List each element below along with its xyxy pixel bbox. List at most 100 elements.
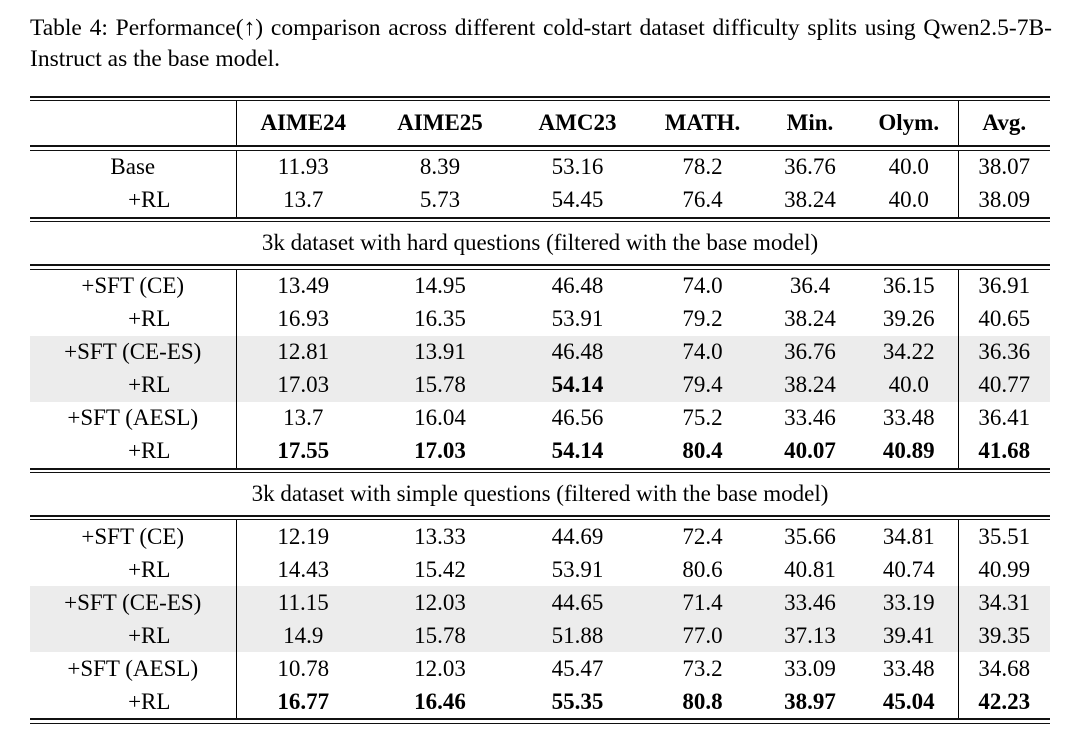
double-rule <box>30 264 1050 270</box>
table-row: +SFT (CE) 12.19 13.33 44.69 72.4 35.66 34.81 35… <box>30 520 1050 554</box>
value-cell: 46.48 <box>551 273 604 299</box>
value-cell: 38.09 <box>957 183 1050 217</box>
col-header-amc23: AMC23 <box>538 110 617 136</box>
row-label-header <box>30 101 236 145</box>
value-cell: 78.2 <box>682 154 723 180</box>
value-cell: 14.95 <box>414 273 466 299</box>
row-label: +SFT (CE) <box>81 273 185 299</box>
section-end-rule-cell <box>30 216 1050 223</box>
value-cell: 34.81 <box>882 523 935 549</box>
value-cell: 33.19 <box>882 589 935 615</box>
value-cell: 17.03 <box>414 438 466 464</box>
value-cell: 34.22 <box>882 339 935 365</box>
value-cell: 74.0 <box>682 339 723 365</box>
section-header-rule-cell <box>30 264 1050 270</box>
row-label: +RL <box>128 688 171 714</box>
table-row: +RL 17.55 17.03 54.14 80.4 40.07 40.89 41.68 <box>30 434 1050 468</box>
value-cell: 11.93 <box>235 150 370 184</box>
value-cell: 75.2 <box>682 405 723 431</box>
value-cell: 33.46 <box>784 589 836 615</box>
value-cell: 39.26 <box>882 306 935 332</box>
value-cell: 42.23 <box>957 685 1050 719</box>
value-cell: 72.4 <box>682 523 723 549</box>
paper-page: Table 4: Performance(↑) comparison acros… <box>0 13 1080 735</box>
top-rule-cell <box>30 96 1050 102</box>
row-label: +SFT (CE-ES) <box>64 339 202 365</box>
value-cell: 36.76 <box>784 154 836 180</box>
value-cell: 40.81 <box>784 556 836 582</box>
value-cell: 46.48 <box>551 339 604 365</box>
value-cell: 13.49 <box>235 269 370 303</box>
section-end-rule-cell <box>30 718 1050 724</box>
row-label: +RL <box>128 556 171 582</box>
row-label: +RL <box>128 438 171 464</box>
value-cell: 13.33 <box>414 523 466 549</box>
value-cell: 15.78 <box>414 372 466 398</box>
value-cell: 40.07 <box>784 438 836 464</box>
value-cell: 45.04 <box>882 688 935 714</box>
table-body: AIME24 AIME25 AMC23 MATH. Min. Olym. Avg. Base 1… <box>30 96 1050 724</box>
value-cell: 38.24 <box>784 187 836 213</box>
row-label: +RL <box>128 622 171 648</box>
value-cell: 54.14 <box>551 438 604 464</box>
value-cell: 74.0 <box>682 273 723 299</box>
row-label: Base <box>110 154 156 180</box>
value-cell: 46.56 <box>551 405 604 431</box>
value-cell: 40.0 <box>888 154 929 180</box>
value-cell: 12.81 <box>235 335 370 369</box>
section-header-rule <box>30 514 1050 521</box>
value-cell: 53.91 <box>551 556 604 582</box>
row-label: +RL <box>128 187 171 213</box>
value-cell: 12.03 <box>414 589 466 615</box>
table-row: +SFT (CE-ES) 12.81 13.91 46.48 74.0 36.76 34.2… <box>30 335 1050 369</box>
row-label: +SFT (AESL) <box>67 655 199 681</box>
section-end-rule <box>30 467 1050 473</box>
table-row: +RL 13.7 5.73 54.45 76.4 38.24 40.0 38.09 <box>30 183 1050 217</box>
value-cell: 54.45 <box>551 187 604 213</box>
column-header-row: AIME24 AIME25 AMC23 MATH. Min. Olym. Avg. <box>30 101 1050 146</box>
value-cell: 36.15 <box>882 273 935 299</box>
value-cell: 40.89 <box>882 438 935 464</box>
value-cell: 16.93 <box>235 302 370 336</box>
value-cell: 79.2 <box>682 306 723 332</box>
value-cell: 34.68 <box>957 652 1050 686</box>
double-rule <box>30 467 1050 473</box>
value-cell: 53.91 <box>551 306 604 332</box>
table-caption: Table 4: Performance(↑) comparison acros… <box>30 15 1052 73</box>
value-cell: 12.03 <box>414 655 466 681</box>
value-cell: 39.35 <box>957 619 1050 653</box>
header-rule-cell <box>30 145 1050 151</box>
row-label: +RL <box>128 306 171 332</box>
value-cell: 36.91 <box>957 269 1050 303</box>
col-header-min: Min. <box>786 110 834 136</box>
table-row: +RL 16.77 16.46 55.35 80.8 38.97 45.04 42.23 <box>30 685 1050 719</box>
value-cell: 79.4 <box>682 372 723 398</box>
col-header-olym: Olym. <box>878 110 940 136</box>
value-cell: 33.09 <box>784 655 836 681</box>
table-row: Base 11.93 8.39 53.16 78.2 36.76 40.0 38.07 <box>30 150 1050 184</box>
value-cell: 17.03 <box>235 368 370 402</box>
section-header-rule-cell <box>30 514 1050 521</box>
section-end-rule <box>30 216 1050 223</box>
value-cell: 5.73 <box>419 187 461 213</box>
table-row: +SFT (CE) 13.49 14.95 46.48 74.0 36.4 36.15 36.… <box>30 269 1050 303</box>
value-cell: 15.42 <box>414 556 466 582</box>
section-end-rule <box>30 718 1050 724</box>
value-cell: 13.7 <box>235 401 370 435</box>
double-rule <box>30 514 1050 521</box>
table-row: +RL 14.9 15.78 51.88 77.0 37.13 39.41 39.35 <box>30 619 1050 653</box>
double-rule <box>30 216 1050 223</box>
value-cell: 13.7 <box>235 183 370 217</box>
section-header-rule <box>30 264 1050 270</box>
table-row: +SFT (AESL) 10.78 12.03 45.47 73.2 33.09 33.48… <box>30 652 1050 686</box>
value-cell: 12.19 <box>235 520 370 554</box>
value-cell: 80.6 <box>682 556 723 582</box>
value-cell: 38.07 <box>957 150 1050 184</box>
header-rule <box>30 145 1050 151</box>
value-cell: 8.39 <box>419 154 461 180</box>
value-cell: 38.24 <box>784 372 836 398</box>
value-cell: 35.66 <box>784 523 836 549</box>
table-row: +SFT (AESL) 13.7 16.04 46.56 75.2 33.46 33.48 3… <box>30 401 1050 435</box>
value-cell: 40.65 <box>957 302 1050 336</box>
value-cell: 16.46 <box>414 688 466 714</box>
